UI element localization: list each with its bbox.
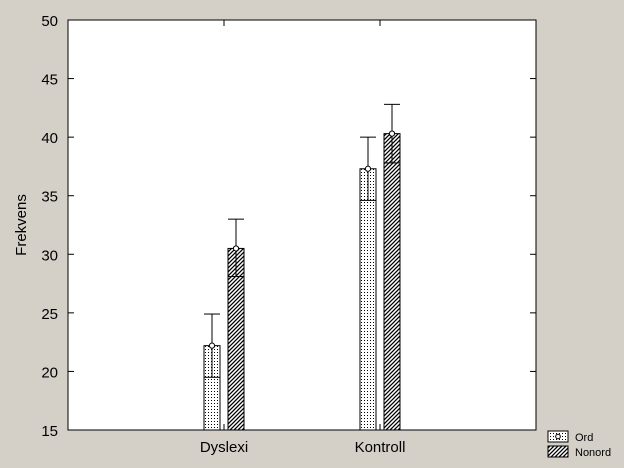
x-tick-label: Dyslexi [200,439,248,456]
legend-label: Nonord [575,447,611,459]
y-tick-label: 45 [41,72,58,89]
error-bars [204,103,400,378]
plot-area [67,19,537,431]
y-tick-label: 25 [41,306,58,323]
y-tick-label: 50 [41,13,58,30]
legend-swatch-hatched [547,445,569,458]
y-tick-label: 20 [41,364,58,381]
y-tick-label: 40 [41,130,58,147]
bar-hatched [383,133,401,431]
mean-marker [388,130,396,137]
bar-dotted [359,168,377,431]
legend-label: Ord [575,432,593,444]
y-axis-label: Frekvens [13,194,30,256]
y-tick-label: 30 [41,247,58,264]
mean-marker [208,342,216,349]
mean-marker [232,245,240,252]
legend: Ord Nonord [547,430,611,459]
bars [203,133,401,431]
legend-marker [555,433,561,440]
y-axis: 15 20 25 30 35 40 45 50 [41,13,536,440]
mean-marker [364,165,372,172]
y-tick-label: 35 [41,189,58,206]
x-tick-label: Kontroll [355,439,406,456]
x-axis: Dyslexi Kontroll [200,20,406,456]
y-tick-label: 15 [41,423,58,440]
